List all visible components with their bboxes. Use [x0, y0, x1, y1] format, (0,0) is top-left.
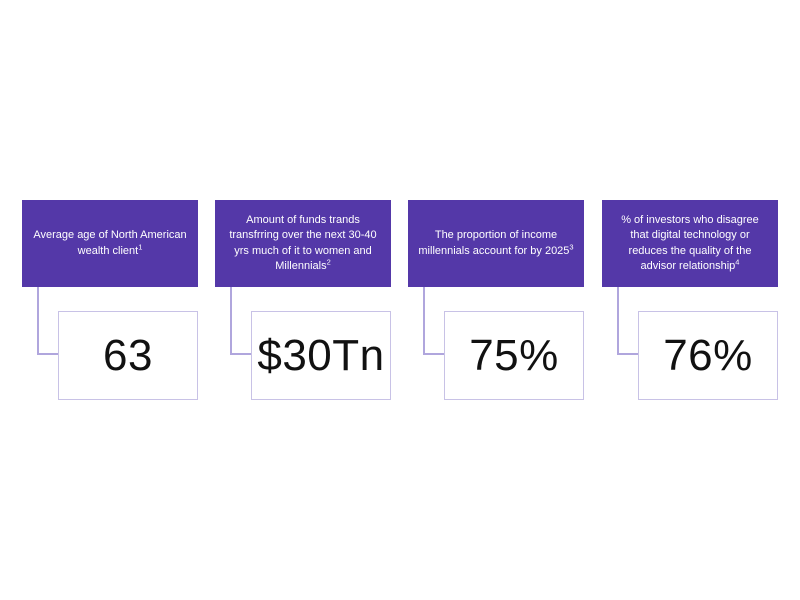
- stat-value-box: 63: [58, 311, 198, 400]
- connector-line-horizontal: [37, 353, 60, 355]
- stat-group: % of investors who disagree that digital…: [602, 200, 778, 400]
- stat-value: 63: [103, 330, 153, 380]
- stat-value: 76%: [663, 330, 753, 380]
- stat-description-text: The proportion of income millennials acc…: [418, 229, 570, 257]
- stat-description: The proportion of income millennials acc…: [417, 228, 575, 258]
- connector-line-horizontal: [617, 353, 640, 355]
- stat-description-box: % of investors who disagree that digital…: [602, 200, 778, 287]
- stat-description-text: Amount of funds trands transfrring over …: [229, 214, 377, 272]
- connector-line-horizontal: [230, 353, 253, 355]
- stat-group: Average age of North American wealth cli…: [22, 200, 198, 400]
- connector-line-vertical: [230, 287, 232, 355]
- stat-group: Amount of funds trands transfrring over …: [215, 200, 391, 400]
- connector-line-vertical: [423, 287, 425, 355]
- stat-value: $30Tn: [257, 330, 385, 380]
- stat-description-box: Amount of funds trands transfrring over …: [215, 200, 391, 287]
- stat-description-text: Average age of North American wealth cli…: [33, 229, 187, 257]
- footnote-marker: 3: [569, 241, 574, 251]
- stat-description: Average age of North American wealth cli…: [31, 228, 189, 258]
- footnote-marker: 4: [735, 257, 740, 267]
- stat-value: 75%: [469, 330, 559, 380]
- stat-description-text: % of investors who disagree that digital…: [621, 214, 759, 272]
- connector-line-vertical: [617, 287, 619, 355]
- stat-description: % of investors who disagree that digital…: [611, 213, 769, 274]
- stat-group: The proportion of income millennials acc…: [408, 200, 584, 400]
- connector-line-vertical: [37, 287, 39, 355]
- footnote-marker: 2: [326, 257, 331, 267]
- stat-value-box: 75%: [444, 311, 584, 400]
- footnote-marker: 1: [138, 241, 143, 251]
- stat-description-box: Average age of North American wealth cli…: [22, 200, 198, 287]
- stat-value-box: $30Tn: [251, 311, 391, 400]
- stat-description: Amount of funds trands transfrring over …: [224, 213, 382, 274]
- connector-line-horizontal: [423, 353, 446, 355]
- stat-value-box: 76%: [638, 311, 778, 400]
- stat-description-box: The proportion of income millennials acc…: [408, 200, 584, 287]
